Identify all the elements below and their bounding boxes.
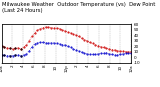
Text: Milwaukee Weather  Outdoor Temperature (vs)  Dew Point (Last 24 Hours): Milwaukee Weather Outdoor Temperature (v… bbox=[2, 2, 155, 13]
